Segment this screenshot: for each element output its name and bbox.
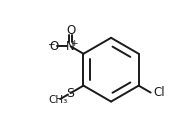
Text: +: + bbox=[70, 39, 78, 48]
Text: O: O bbox=[66, 24, 75, 37]
Text: −: − bbox=[47, 39, 54, 48]
Text: CH₃: CH₃ bbox=[48, 95, 67, 105]
Text: O: O bbox=[50, 40, 59, 53]
Text: N: N bbox=[66, 40, 75, 53]
Text: Cl: Cl bbox=[153, 86, 165, 99]
Text: S: S bbox=[67, 87, 75, 100]
